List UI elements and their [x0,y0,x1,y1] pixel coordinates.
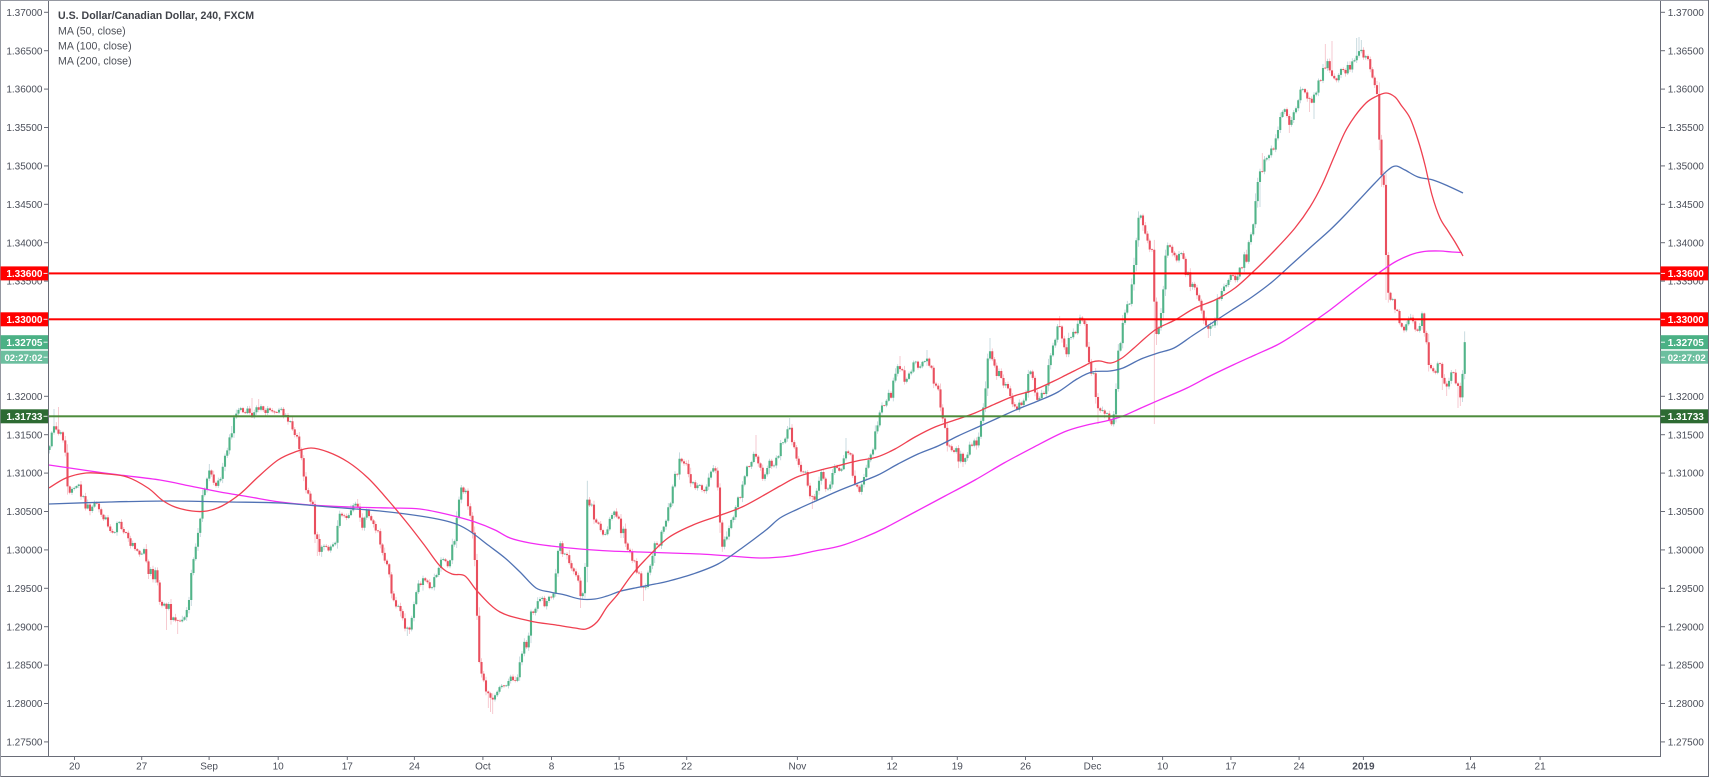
svg-text:1.30500: 1.30500 [1668,507,1705,518]
svg-text:20: 20 [69,762,81,773]
svg-text:1.36000: 1.36000 [6,85,43,96]
svg-text:MA (50, close): MA (50, close) [58,25,126,37]
svg-text:1.36000: 1.36000 [1668,85,1705,96]
svg-text:1.35000: 1.35000 [6,162,43,173]
svg-text:17: 17 [342,762,354,773]
svg-text:1.33000: 1.33000 [1668,315,1705,326]
svg-text:22: 22 [681,762,693,773]
svg-text:15: 15 [614,762,626,773]
svg-text:1.33500: 1.33500 [6,277,43,288]
svg-text:Sep: Sep [200,762,218,773]
svg-text:24: 24 [1294,762,1306,773]
svg-text:14: 14 [1465,762,1477,773]
svg-text:1.29500: 1.29500 [1668,584,1705,595]
svg-text:1.31000: 1.31000 [1668,469,1705,480]
svg-text:1.30000: 1.30000 [1668,546,1705,557]
svg-text:1.34500: 1.34500 [6,200,43,211]
svg-text:26: 26 [1020,762,1032,773]
svg-text:27: 27 [136,762,148,773]
svg-text:1.36500: 1.36500 [6,46,43,57]
svg-text:1.30500: 1.30500 [6,507,43,518]
svg-text:2019: 2019 [1352,762,1375,773]
svg-text:1.32705: 1.32705 [6,338,43,349]
svg-text:1.30000: 1.30000 [6,546,43,557]
svg-text:1.33500: 1.33500 [1668,277,1705,288]
svg-text:1.33000: 1.33000 [6,315,43,326]
svg-text:1.35500: 1.35500 [6,123,43,134]
svg-text:1.31500: 1.31500 [1668,430,1705,441]
svg-text:17: 17 [1225,762,1237,773]
svg-text:10: 10 [1157,762,1169,773]
svg-text:U.S. Dollar/Canadian Dollar, 2: U.S. Dollar/Canadian Dollar, 240, FXCM [58,10,254,22]
svg-text:10: 10 [273,762,285,773]
svg-text:Oct: Oct [475,762,491,773]
svg-text:19: 19 [952,762,964,773]
svg-text:Dec: Dec [1084,762,1102,773]
svg-text:02:27:02: 02:27:02 [1668,353,1706,364]
svg-text:1.33600: 1.33600 [1668,269,1705,280]
svg-text:1.28500: 1.28500 [6,661,43,672]
svg-text:1.29000: 1.29000 [1668,622,1705,633]
svg-text:1.31733: 1.31733 [1668,412,1705,423]
svg-text:8: 8 [549,762,555,773]
svg-text:1.29000: 1.29000 [6,622,43,633]
svg-text:1.37000: 1.37000 [6,8,43,19]
svg-text:1.35500: 1.35500 [1668,123,1705,134]
svg-text:1.27500: 1.27500 [6,738,43,749]
svg-text:21: 21 [1535,762,1547,773]
svg-text:MA (200, close): MA (200, close) [58,56,132,68]
svg-text:1.27500: 1.27500 [1668,738,1705,749]
svg-text:02:27:02: 02:27:02 [4,353,42,364]
svg-text:1.32000: 1.32000 [1668,392,1705,403]
svg-text:1.28000: 1.28000 [6,699,43,710]
svg-text:1.28000: 1.28000 [1668,699,1705,710]
svg-text:1.31733: 1.31733 [6,412,43,423]
svg-text:1.35000: 1.35000 [1668,162,1705,173]
svg-text:24: 24 [409,762,421,773]
svg-text:1.36500: 1.36500 [1668,46,1705,57]
svg-text:1.31500: 1.31500 [6,430,43,441]
svg-text:1.37000: 1.37000 [1668,8,1705,19]
svg-text:12: 12 [886,762,898,773]
svg-text:1.32705: 1.32705 [1668,338,1705,349]
svg-text:1.32000: 1.32000 [6,392,43,403]
svg-text:1.28500: 1.28500 [1668,661,1705,672]
svg-text:1.34000: 1.34000 [1668,238,1705,249]
svg-text:1.34000: 1.34000 [6,238,43,249]
svg-text:1.29500: 1.29500 [6,584,43,595]
svg-text:1.31000: 1.31000 [6,469,43,480]
svg-text:Nov: Nov [789,762,807,773]
svg-text:MA (100, close): MA (100, close) [58,40,132,52]
svg-text:1.34500: 1.34500 [1668,200,1705,211]
svg-text:1.33600: 1.33600 [6,269,43,280]
